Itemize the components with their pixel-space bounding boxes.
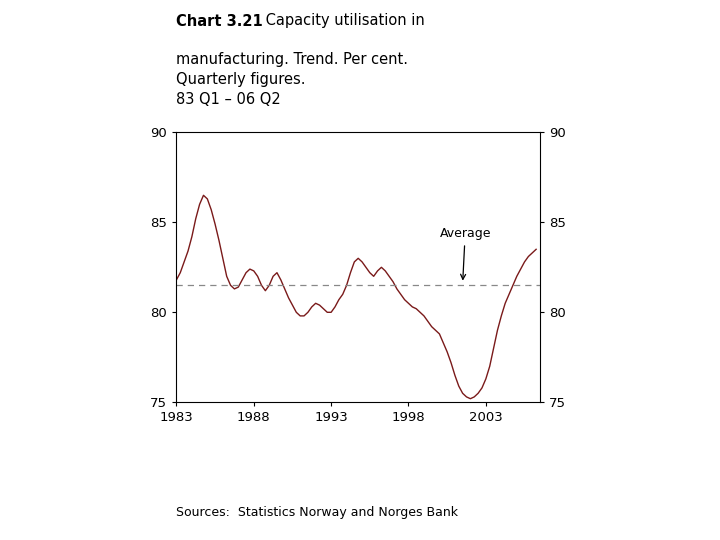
Text: manufacturing. Trend. Per cent.
Quarterly figures.
83 Q1 – 06 Q2: manufacturing. Trend. Per cent. Quarterl… (176, 52, 408, 107)
Text: Sources:  Statistics Norway and Norges Bank: Sources: Statistics Norway and Norges Ba… (176, 507, 459, 519)
Text: Average: Average (439, 227, 491, 279)
Text: Chart 3.21: Chart 3.21 (176, 14, 263, 29)
Text: Capacity utilisation in: Capacity utilisation in (261, 14, 425, 29)
